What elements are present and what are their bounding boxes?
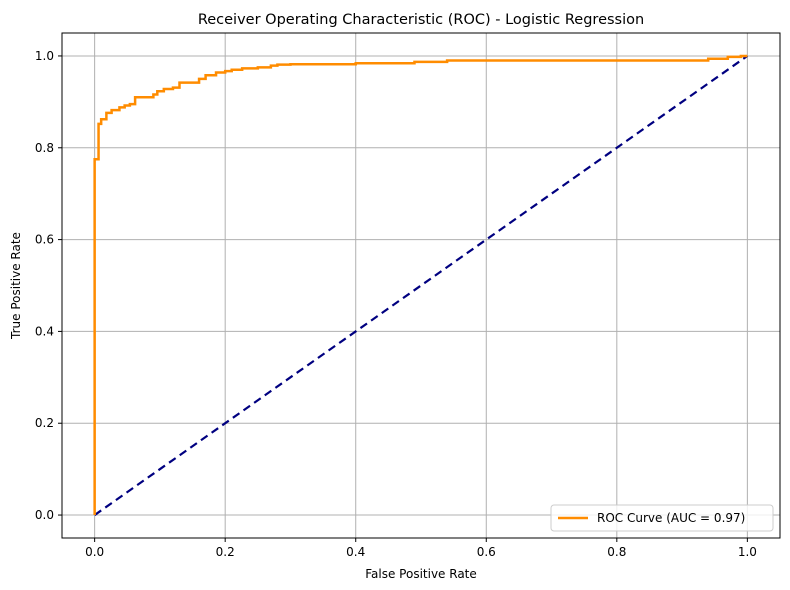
x-tick-label: 0.8 <box>607 545 626 559</box>
roc-curve-line <box>93 54 748 516</box>
legend-label-roc: ROC Curve (AUC = 0.97) <box>597 511 745 525</box>
x-tick-label: 0.0 <box>85 545 104 559</box>
x-tick-label: 0.4 <box>346 545 365 559</box>
x-tick-label: 1.0 <box>738 545 757 559</box>
chart-title: Receiver Operating Characteristic (ROC) … <box>198 12 644 28</box>
plot-series <box>93 54 748 516</box>
legend: ROC Curve (AUC = 0.97) <box>550 504 774 532</box>
y-tick-label: 0.8 <box>35 141 54 155</box>
grid-lines <box>62 33 780 538</box>
x-tick-label: 0.2 <box>216 545 235 559</box>
y-axis-title: True Positive Rate <box>9 232 23 340</box>
axis-ticks: 0.0 0.2 0.4 0.6 0.8 1.0 0.0 0.2 0.4 0.6 0.8 1.0 <box>35 49 757 559</box>
y-tick-label: 0.6 <box>35 233 54 247</box>
legend-box <box>550 504 774 532</box>
x-tick-label: 0.6 <box>477 545 496 559</box>
y-tick-label: 0.0 <box>35 508 54 522</box>
diagonal-reference-line <box>94 55 748 516</box>
x-axis-title: False Positive Rate <box>365 567 477 581</box>
y-tick-label: 0.4 <box>35 324 54 338</box>
y-tick-label: 1.0 <box>35 49 54 63</box>
y-tick-label: 0.2 <box>35 416 54 430</box>
plot-area-frame <box>61 32 781 539</box>
